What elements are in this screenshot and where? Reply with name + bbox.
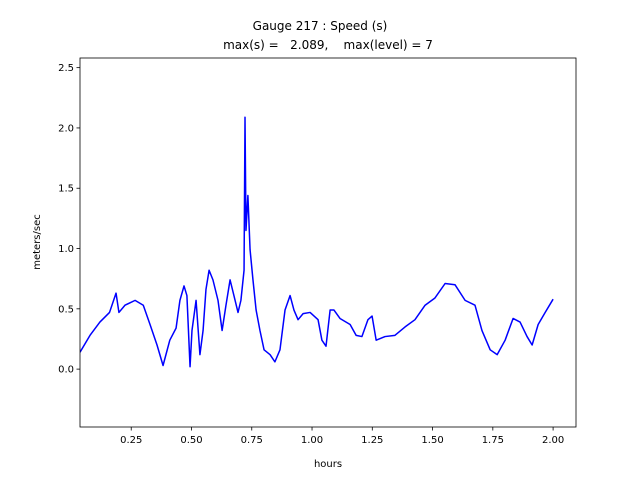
chart-subtitle: max(s) = 2.089, max(level) = 7 [223, 38, 433, 52]
x-tick-label: 1.25 [361, 435, 383, 446]
x-tick-label: 1.50 [421, 435, 443, 446]
y-tick-label: 1.0 [58, 244, 74, 255]
x-tick-label: 1.75 [482, 435, 504, 446]
y-tick-label: 0.5 [58, 304, 74, 315]
y-tick-label: 0.0 [58, 365, 74, 376]
y-tick-label: 2.0 [58, 123, 74, 134]
chart-title: Gauge 217 : Speed (s) [253, 19, 388, 33]
x-tick-label: 0.75 [241, 435, 263, 446]
x-tick-label: 0.50 [180, 435, 202, 446]
y-tick-label: 1.5 [58, 184, 74, 195]
data-line [80, 116, 554, 368]
x-tick-label: 0.25 [120, 435, 142, 446]
x-tick-label: 1.00 [301, 435, 323, 446]
x-tick-label: 2.00 [542, 435, 564, 446]
plot-frame [79, 57, 577, 428]
x-axis-label: hours [314, 459, 342, 470]
y-tick-label: 2.5 [58, 63, 74, 74]
y-axis-label: meters/sec [32, 214, 43, 270]
